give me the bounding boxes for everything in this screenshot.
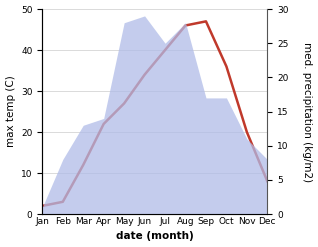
- Y-axis label: med. precipitation (kg/m2): med. precipitation (kg/m2): [302, 41, 313, 182]
- X-axis label: date (month): date (month): [116, 231, 194, 242]
- Y-axis label: max temp (C): max temp (C): [5, 76, 16, 147]
